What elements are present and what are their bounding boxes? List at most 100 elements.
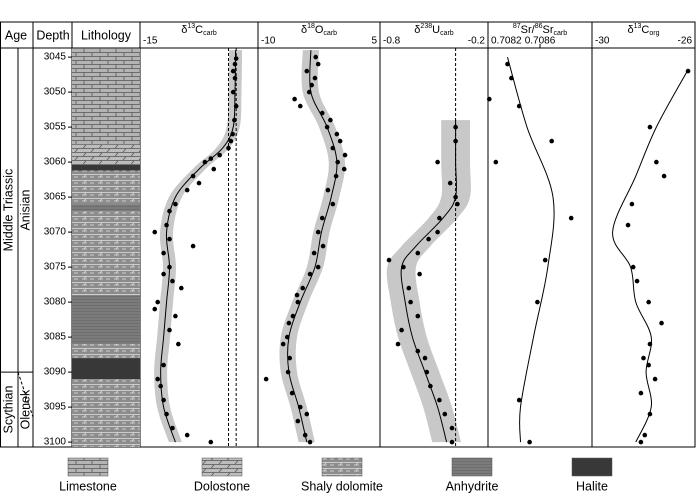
data-point [654, 159, 659, 165]
data-point [167, 236, 172, 242]
data-point [289, 390, 295, 396]
data-point [435, 229, 440, 235]
lithology-unit [72, 48, 140, 145]
legend-swatch [201, 457, 243, 477]
data-point [158, 383, 163, 389]
data-point [284, 334, 290, 340]
title-part: δ [301, 24, 307, 36]
trend-line [507, 56, 555, 443]
title-part: δ [181, 24, 187, 36]
data-point [155, 376, 160, 382]
data-point [232, 61, 238, 67]
data-point [426, 236, 431, 242]
data-point [516, 397, 522, 403]
data-point [176, 341, 181, 347]
data-point [437, 215, 442, 221]
age-label: Scythian [1, 386, 15, 434]
data-point [233, 103, 239, 109]
trend-line [612, 70, 688, 443]
data-point [306, 89, 312, 95]
data-point [196, 180, 202, 186]
data-point [652, 376, 658, 382]
data-point [164, 411, 169, 417]
data-point [161, 362, 166, 368]
data-point [406, 285, 412, 291]
depth-tick-label: 3070 [44, 227, 67, 238]
data-point [313, 54, 319, 60]
data-point [333, 173, 339, 179]
data-point [505, 61, 510, 67]
data-point [320, 243, 326, 249]
data-point [630, 264, 636, 270]
title-part: 87 [513, 23, 521, 30]
title-part: carb [203, 30, 217, 37]
title-part: carb [554, 30, 568, 37]
data-point [294, 292, 300, 298]
data-point [161, 271, 166, 277]
depth-tick-label: 3090 [44, 367, 67, 378]
data-point [280, 341, 286, 347]
data-point [455, 201, 460, 207]
data-point [328, 117, 333, 123]
title-part: 13 [634, 23, 642, 30]
data-point [190, 173, 196, 179]
data-point [399, 327, 404, 333]
title-part: δ [414, 24, 420, 36]
x-tick-label: -30 [595, 36, 610, 47]
age-boundary-dashed [17, 371, 34, 418]
age-label: Olenek [18, 389, 32, 429]
data-point [307, 439, 313, 445]
depth-tick-label: 3065 [44, 192, 67, 203]
panel-title: 87Sr/86Srcarb [513, 23, 567, 37]
legend-swatch [571, 457, 613, 477]
panel-title: δ18Ocarb [301, 23, 337, 37]
lithology-unit [72, 164, 140, 171]
data-point [549, 138, 554, 144]
title-part: Sr/ [521, 24, 536, 36]
data-point [629, 201, 635, 207]
data-point [422, 355, 428, 361]
x-tick-label: -0.2 [468, 36, 486, 47]
legend-label: Halite [576, 479, 608, 493]
data-point [449, 439, 455, 445]
data-point [334, 131, 340, 137]
data-point [330, 145, 336, 151]
data-point [408, 299, 413, 305]
legend-label: Limestone [59, 479, 117, 493]
trend-line [160, 50, 237, 443]
data-point [184, 432, 190, 438]
data-point [493, 159, 499, 165]
data-point [309, 82, 314, 88]
data-point [297, 404, 303, 410]
depth-tick-label: 3095 [44, 402, 67, 413]
data-point [208, 439, 214, 445]
data-point [516, 103, 522, 109]
data-point [184, 187, 190, 193]
data-point [535, 299, 540, 305]
data-point [568, 215, 574, 221]
frame [0, 21, 696, 448]
data-point [307, 271, 313, 277]
data-point [300, 285, 306, 291]
title-part: O [315, 24, 324, 36]
data-point [208, 156, 214, 161]
data-point [295, 418, 301, 424]
lithology-unit [72, 344, 140, 359]
data-point [447, 180, 453, 186]
data-point [230, 131, 235, 137]
data-point [428, 383, 433, 389]
data-point [173, 201, 178, 207]
data-point [232, 117, 237, 123]
data-point [638, 439, 644, 445]
data-point [647, 411, 653, 417]
lithology-unit [72, 144, 140, 165]
data-point [290, 313, 296, 319]
age-label: Middle Triassic [1, 169, 15, 252]
data-point [342, 152, 348, 158]
data-point [285, 369, 291, 375]
legend-label: Dolostone [194, 479, 250, 493]
depth-tick-label: 3050 [44, 87, 67, 98]
data-point [170, 278, 175, 284]
x-tick-label: -15 [143, 36, 158, 47]
